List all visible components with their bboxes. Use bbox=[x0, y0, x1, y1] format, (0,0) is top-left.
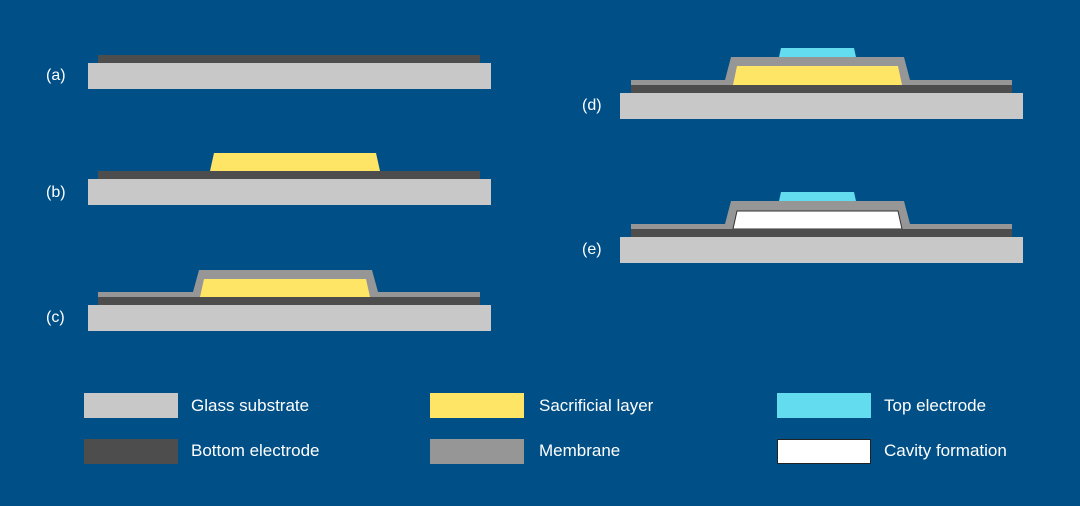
panel-d bbox=[620, 48, 1023, 119]
legend-swatch-cavity bbox=[777, 439, 871, 464]
cavity bbox=[732, 210, 903, 230]
legend-swatch-top-electrode bbox=[777, 393, 871, 418]
bottom-electrode bbox=[98, 297, 480, 305]
legend-label-sacrificial-layer: Sacrificial layer bbox=[539, 396, 654, 415]
top-electrode bbox=[779, 192, 856, 201]
glass-substrate bbox=[88, 63, 491, 89]
legend-label-glass-substrate: Glass substrate bbox=[191, 396, 310, 415]
bottom-electrode bbox=[98, 55, 480, 63]
legend-label-top-electrode: Top electrode bbox=[884, 396, 987, 415]
bottom-electrode bbox=[631, 229, 1012, 237]
panel-c bbox=[88, 270, 491, 331]
panel-label-c: (c) bbox=[46, 309, 65, 326]
legend-swatch-glass-substrate bbox=[84, 393, 178, 418]
panel-b bbox=[88, 153, 491, 205]
panel-label-e: (e) bbox=[582, 241, 602, 258]
panel-e bbox=[620, 192, 1023, 263]
legend-label-bottom-electrode: Bottom electrode bbox=[191, 441, 320, 460]
top-electrode bbox=[779, 48, 856, 57]
panel-label-d: (d) bbox=[582, 97, 602, 114]
panel-label-b: (b) bbox=[46, 184, 66, 201]
glass-substrate bbox=[88, 179, 491, 205]
glass-substrate bbox=[88, 305, 491, 331]
legend-swatch-sacrificial-layer bbox=[430, 393, 524, 418]
bottom-electrode bbox=[98, 171, 480, 179]
legend-swatch-bottom-electrode bbox=[84, 439, 178, 464]
panel-label-a: (a) bbox=[46, 67, 66, 84]
sacrificial-layer bbox=[200, 279, 370, 297]
legend-label-cavity: Cavity formation bbox=[884, 441, 1007, 460]
sacrificial-layer bbox=[210, 153, 380, 171]
legend-label-membrane: Membrane bbox=[539, 441, 621, 460]
glass-substrate bbox=[620, 237, 1023, 263]
sacrificial-layer bbox=[733, 66, 902, 85]
legend-swatch-membrane bbox=[430, 439, 524, 464]
bottom-electrode bbox=[631, 85, 1012, 93]
panel-a bbox=[88, 55, 491, 89]
glass-substrate bbox=[620, 93, 1023, 119]
